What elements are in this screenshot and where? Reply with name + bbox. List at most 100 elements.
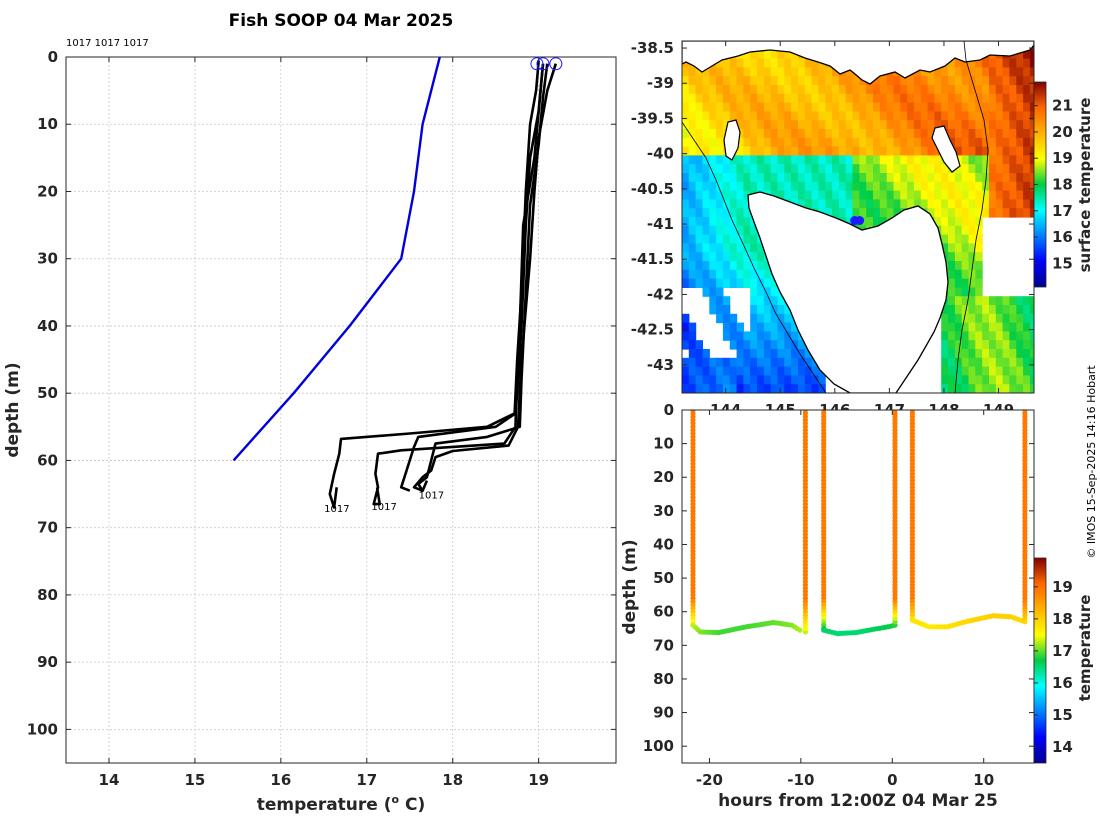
right-y-tick-label: 0 — [664, 401, 674, 419]
sst-cell — [859, 190, 867, 200]
sst-cell — [941, 120, 949, 130]
sst-cell — [907, 164, 915, 174]
sst-cell — [968, 322, 976, 332]
sst-cell — [682, 366, 690, 376]
sst-cell — [995, 357, 1004, 368]
sst-cell — [743, 349, 751, 359]
sst-cell — [736, 375, 744, 385]
sst-cell — [729, 76, 738, 86]
sst-cell — [716, 76, 724, 86]
depth-contours — [682, 41, 989, 393]
sst-cell — [838, 208, 847, 218]
sst-cell — [811, 181, 819, 192]
sst-cell — [702, 278, 710, 288]
sst-cell — [1002, 340, 1010, 350]
sst-cell — [688, 190, 697, 200]
sst-cell — [777, 111, 785, 121]
sst-cell — [873, 173, 881, 183]
sst-cell — [736, 349, 744, 359]
sst-cell — [777, 67, 785, 77]
cast-point — [797, 627, 803, 633]
sst-cell — [873, 155, 881, 165]
sst-cell — [948, 58, 956, 68]
sst-cell — [1009, 384, 1017, 393]
sst-cell — [770, 164, 779, 174]
sst-cell — [866, 217, 874, 227]
sst-cell — [832, 164, 840, 174]
sst-cell — [852, 120, 860, 130]
sst-cell — [934, 190, 942, 200]
sst-cell — [729, 199, 738, 209]
sst-cell — [879, 208, 888, 218]
sst-cell — [873, 217, 881, 227]
sst-cell — [845, 85, 854, 95]
sst-cell — [750, 129, 758, 139]
sst-cell — [975, 261, 983, 271]
sst-cell — [709, 243, 717, 253]
sst-cell — [682, 384, 690, 393]
sst-cell — [886, 76, 895, 86]
sst-cell — [702, 349, 710, 359]
sst-cell — [695, 164, 703, 174]
sst-cell — [722, 85, 731, 95]
sst-cell — [777, 58, 785, 68]
sst-cell — [954, 146, 963, 156]
sst-cell — [750, 375, 758, 385]
sst-cell — [859, 181, 867, 192]
sst-cell — [804, 190, 813, 200]
map-y-tick-label: -42.5 — [631, 321, 674, 339]
sst-cell — [682, 322, 690, 332]
sst-cell — [722, 164, 731, 174]
sst-cell — [757, 375, 765, 385]
sst-cell — [948, 252, 956, 262]
sst-cell — [811, 102, 819, 112]
sst-cell — [1016, 85, 1024, 95]
sst-cell — [688, 181, 697, 192]
sst-cell — [968, 269, 976, 280]
sst-cell — [716, 225, 724, 236]
sst-cell — [954, 331, 963, 341]
sst-cell — [695, 199, 703, 209]
sst-cell — [750, 269, 758, 280]
sst-cell — [948, 287, 956, 297]
sst-cell — [736, 120, 744, 130]
sst-cell — [954, 181, 963, 192]
sst-cell — [907, 181, 915, 192]
sst-cell — [852, 93, 860, 104]
sst-cell — [709, 278, 717, 288]
sst-cell — [968, 164, 976, 174]
sst-cell — [954, 261, 963, 271]
sst-cell — [798, 164, 806, 174]
sst-cell — [757, 322, 765, 332]
sst-cell — [750, 340, 758, 350]
sst-cell — [975, 225, 983, 236]
sst-cell — [859, 102, 867, 112]
sst-cell — [1023, 340, 1031, 350]
sst-cell — [729, 181, 738, 192]
sst-cell — [709, 102, 717, 112]
sst-cell — [791, 331, 799, 341]
sst-cell — [982, 58, 990, 68]
sst-cell — [927, 129, 935, 139]
sst-cell — [722, 208, 731, 218]
sst-cell — [832, 155, 840, 165]
sst-cell — [907, 85, 915, 95]
sst-cell — [948, 181, 956, 192]
sst-cell — [750, 287, 758, 297]
right-y-tick-label: 70 — [653, 636, 674, 654]
sst-cell — [954, 173, 963, 183]
x-tick-label: 18 — [442, 771, 463, 789]
sst-cell — [838, 146, 847, 156]
sst-cell — [784, 357, 792, 368]
sst-cell — [736, 225, 744, 236]
sst-cell — [1029, 331, 1034, 341]
sst-cell — [804, 93, 813, 104]
sst-cell — [729, 225, 738, 236]
sst-cell — [743, 234, 751, 244]
right-y-tick-label: 50 — [653, 569, 674, 587]
sst-cell — [722, 93, 731, 104]
sst-cell — [736, 58, 744, 68]
sst-cell — [804, 384, 813, 393]
sst-cell — [777, 93, 785, 104]
